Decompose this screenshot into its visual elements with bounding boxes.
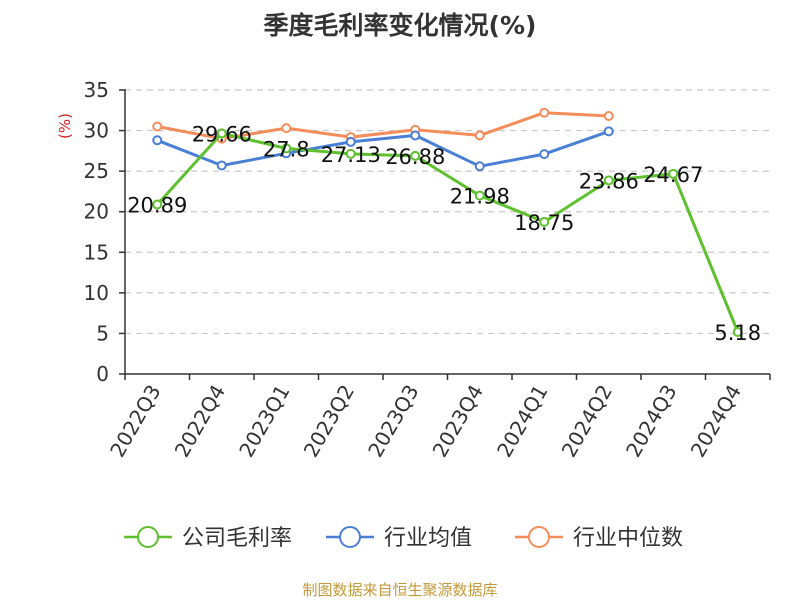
y-tick-label: 20 [84, 200, 109, 224]
x-tick-label: 2023Q2 [299, 381, 359, 462]
x-tick-label: 2022Q3 [105, 381, 165, 462]
y-tick-label: 30 [84, 119, 109, 143]
legend-marker [339, 526, 361, 548]
data-point [216, 160, 227, 171]
chart-title: 季度毛利率变化情况(%) [264, 11, 537, 40]
data-point [474, 161, 485, 172]
data-point [152, 121, 163, 132]
x-tick-label: 2024Q4 [686, 381, 746, 462]
data-label: 18.75 [514, 211, 574, 235]
legend-item: 公司毛利率 [124, 526, 292, 551]
x-tick-label: 2022Q4 [170, 381, 230, 462]
data-label: 5.18 [714, 321, 761, 345]
y-tick-label: 0 [96, 362, 109, 386]
data-point [281, 123, 292, 134]
data-point [410, 150, 421, 161]
x-tick-label: 2024Q2 [557, 381, 617, 462]
data-point [474, 190, 485, 201]
series-lines [152, 107, 743, 337]
data-point [603, 110, 614, 121]
data-point [281, 143, 292, 154]
legend-label: 公司毛利率 [182, 526, 292, 551]
series-line [156, 131, 740, 333]
y-tick-label: 25 [84, 159, 109, 183]
axes [119, 89, 771, 380]
data-point [410, 130, 421, 141]
series-line [156, 129, 610, 168]
legend-marker [528, 526, 550, 548]
data-label: 29.66 [192, 122, 252, 146]
legend: 公司毛利率 行业均值 行业中位数 [124, 526, 683, 551]
y-axis-label: (%) [56, 113, 74, 139]
data-point [603, 126, 614, 137]
legend-item: 行业均值 [326, 526, 472, 551]
x-tick-label: 2023Q3 [363, 381, 423, 462]
x-tick-label: 2024Q1 [492, 381, 552, 462]
y-tick-labels: 0 5 10 15 20 25 30 35 [84, 78, 109, 386]
gridlines [125, 89, 770, 335]
x-tick-label: 2024Q3 [621, 381, 681, 462]
y-tick-label: 35 [84, 78, 109, 102]
legend-label: 行业中位数 [573, 526, 683, 551]
y-tick-label: 10 [84, 281, 109, 305]
legend-label: 行业均值 [384, 526, 472, 551]
data-label: 27.13 [321, 143, 381, 167]
series-0 [152, 128, 743, 337]
data-label: 20.89 [127, 193, 187, 217]
x-tick-label: 2023Q4 [428, 381, 488, 462]
data-point [345, 136, 356, 147]
x-tick-label: 2023Q1 [234, 381, 294, 462]
data-point [345, 148, 356, 159]
data-point [216, 128, 227, 139]
data-point [603, 175, 614, 186]
data-point [539, 149, 550, 160]
data-label: 26.88 [385, 145, 445, 169]
legend-marker [137, 526, 159, 548]
data-label: 23.86 [579, 169, 639, 193]
y-tick-label: 5 [96, 321, 109, 345]
data-point [474, 130, 485, 141]
y-tick-label: 15 [84, 240, 109, 264]
data-point [732, 326, 743, 337]
source-note: 制图数据来自恒生聚源数据库 [302, 581, 497, 599]
data-label: 21.98 [450, 185, 510, 209]
data-point [668, 168, 679, 179]
x-tick-labels: 2022Q3 2022Q4 2023Q1 2023Q2 2023Q3 2023Q4 2024… [105, 381, 746, 462]
data-point [539, 216, 550, 227]
data-label: 24.67 [643, 163, 703, 187]
data-point [152, 199, 163, 210]
legend-item: 行业中位数 [515, 526, 683, 551]
data-point [152, 135, 163, 146]
data-point [539, 107, 550, 118]
data-label: 27.8 [263, 137, 310, 161]
